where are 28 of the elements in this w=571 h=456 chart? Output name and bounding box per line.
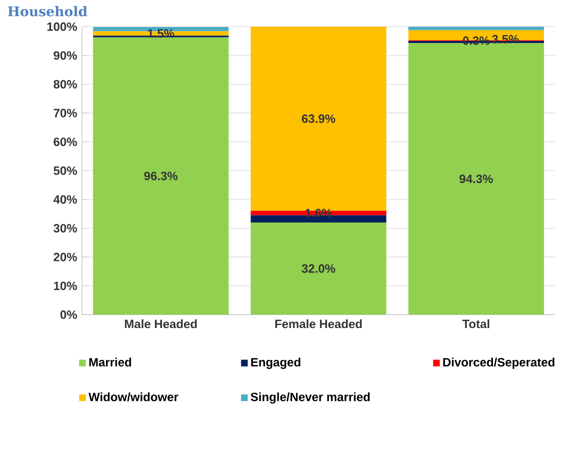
bar — [250, 222, 386, 315]
y-tick-label: 40% — [53, 195, 77, 204]
legend-label: Engaged — [251, 358, 300, 369]
legend-label: Divorced/Seperated — [443, 358, 554, 369]
bar — [408, 43, 544, 315]
legend-label: Married — [89, 358, 132, 367]
y-tick-label: 70% — [54, 108, 77, 118]
y-tick-label: 10% — [54, 282, 77, 290]
y-tick-label: 20% — [54, 252, 77, 262]
y-tick-label: 90% — [54, 51, 77, 60]
legend-label: Widow/widower — [88, 392, 178, 402]
chart-title: Household — [8, 6, 88, 16]
y-tick-label: 50% — [54, 166, 77, 175]
data-label: 96.3% — [144, 172, 178, 180]
y-tick-label: 100% — [47, 22, 77, 31]
data-label: 94.3% — [460, 174, 493, 184]
bar — [93, 37, 229, 315]
legend-label: Single/Never married — [250, 392, 370, 404]
y-tick-label: 30% — [54, 224, 77, 233]
data-label: 63.9% — [302, 114, 336, 123]
x-tick-label: Male Headed — [124, 319, 197, 328]
x-tick-label: Female Headed — [275, 319, 362, 328]
y-tick-label: 80% — [54, 80, 77, 89]
data-label: 0.3% — [462, 36, 490, 45]
y-tick-label: 60% — [54, 138, 77, 146]
y-tick-label: 0% — [60, 310, 77, 319]
x-tick-label: Total — [462, 319, 490, 328]
data-label: 32.0% — [302, 264, 336, 273]
